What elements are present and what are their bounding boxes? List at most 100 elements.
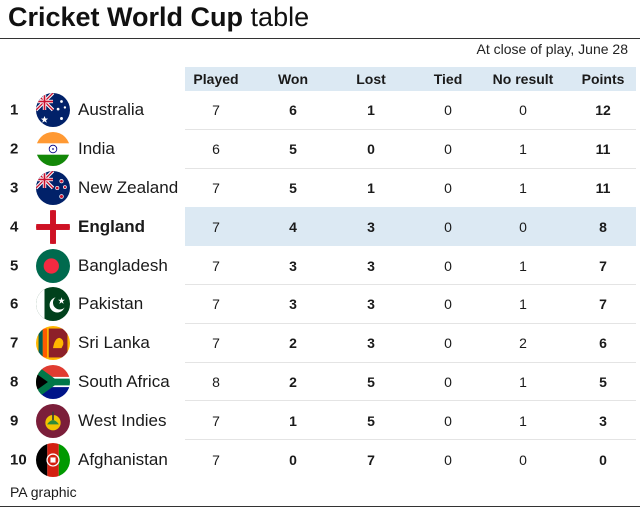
england-flag-icon [36, 209, 70, 244]
won-cell: 5 [289, 141, 297, 158]
rank: 6 [10, 295, 19, 313]
row-background [185, 207, 636, 247]
team-name: Afghanistan [78, 449, 168, 469]
page-title: Cricket World Cup table [8, 2, 309, 33]
rank: 9 [10, 412, 19, 430]
tied-cell: 0 [444, 335, 452, 352]
table-row: 4 England 7 4 3 0 0 8 [0, 207, 640, 247]
team-name: Bangladesh [78, 255, 168, 275]
lost-cell: 1 [367, 102, 375, 119]
title-bold: Cricket World Cup [8, 2, 244, 32]
bangladesh-flag-icon [36, 248, 70, 283]
table-row: 10 Afghanistan 7 0 7 0 0 0 [0, 440, 640, 479]
no-result-cell: 1 [519, 257, 527, 274]
played-cell: 7 [212, 412, 220, 429]
lost-cell: 5 [367, 373, 375, 390]
played-cell: 7 [212, 257, 220, 274]
west-indies-flag-icon [36, 403, 70, 438]
afghanistan-flag-icon [36, 442, 70, 477]
team-name: New Zealand [78, 177, 179, 197]
table-row: 6 Pakistan 7 3 3 0 1 7 [0, 285, 640, 324]
lost-cell: 3 [367, 257, 375, 274]
lost-cell: 0 [367, 141, 375, 158]
points-cell: 5 [599, 373, 607, 390]
team-name: Australia [78, 100, 145, 120]
top-divider [0, 38, 640, 39]
team-name: India [78, 139, 115, 159]
row-background [185, 363, 636, 402]
tied-cell: 0 [444, 179, 452, 196]
table-row: 2 India 6 5 0 0 1 11 [0, 130, 640, 169]
table-header: Played Won Lost Tied No result Points [185, 67, 636, 91]
tied-cell: 0 [444, 373, 452, 390]
team-name: South Africa [78, 371, 170, 391]
title-light: table [250, 2, 310, 32]
row-background [185, 91, 636, 130]
played-cell: 7 [212, 335, 220, 352]
lost-cell: 3 [367, 296, 375, 313]
rank: 5 [10, 257, 19, 275]
source-credit: PA graphic [10, 484, 77, 500]
subtitle: At close of play, June 28 [476, 41, 629, 57]
row-background [185, 401, 636, 440]
rank: 7 [10, 334, 19, 352]
table-row: 1 Australia 7 6 1 0 0 12 [0, 91, 640, 130]
won-cell: 3 [289, 296, 297, 313]
column-header-no-result: No result [492, 71, 554, 87]
lost-cell: 7 [367, 451, 375, 468]
won-cell: 1 [289, 412, 297, 429]
won-cell: 5 [289, 179, 297, 196]
row-background [185, 130, 636, 169]
tied-cell: 0 [444, 102, 452, 119]
rank: 2 [10, 140, 19, 158]
tied-cell: 0 [444, 141, 452, 158]
column-header-tied: Tied [433, 71, 463, 87]
column-header-played: Played [193, 71, 239, 87]
points-cell: 6 [599, 335, 607, 352]
row-divider [185, 128, 636, 130]
played-cell: 7 [212, 451, 220, 468]
sri-lanka-flag-icon [36, 326, 70, 361]
rank: 4 [10, 218, 19, 236]
pakistan-flag-icon [36, 287, 70, 322]
played-cell: 6 [212, 141, 220, 158]
table-row: 8 South Africa 8 2 5 0 1 5 [0, 363, 640, 402]
no-result-cell: 1 [519, 296, 527, 313]
team-name: Pakistan [78, 294, 144, 314]
row-background [185, 440, 636, 479]
points-cell: 12 [595, 102, 611, 119]
tied-cell: 0 [444, 257, 452, 274]
india-flag-icon [36, 132, 70, 167]
played-cell: 7 [212, 296, 220, 313]
points-cell: 7 [599, 296, 607, 313]
points-cell: 11 [595, 141, 611, 158]
points-cell: 0 [599, 451, 607, 468]
bottom-divider [0, 506, 640, 507]
row-divider [185, 322, 636, 324]
points-cell: 3 [599, 412, 607, 429]
no-result-cell: 2 [519, 335, 527, 352]
row-background [185, 246, 636, 285]
lost-cell: 5 [367, 412, 375, 429]
row-divider [185, 361, 636, 363]
row-background [185, 324, 636, 363]
won-cell: 6 [289, 102, 297, 119]
australia-flag-icon [36, 93, 70, 128]
no-result-cell: 0 [519, 451, 527, 468]
no-result-cell: 0 [519, 218, 527, 235]
points-cell: 11 [595, 179, 611, 196]
table-row: 9 West Indies 7 1 5 0 1 3 [0, 401, 640, 441]
column-header-points: Points [581, 71, 625, 87]
played-cell: 7 [212, 179, 220, 196]
lost-cell: 3 [367, 335, 375, 352]
lost-cell: 3 [367, 218, 375, 235]
team-name: England [78, 216, 146, 236]
won-cell: 4 [289, 218, 297, 235]
row-divider [185, 439, 636, 441]
column-header-lost: Lost [356, 71, 386, 87]
rank: 8 [10, 373, 19, 391]
row-background [185, 285, 636, 324]
won-cell: 2 [289, 335, 297, 352]
points-cell: 7 [599, 257, 607, 274]
team-name: Sri Lanka [78, 333, 150, 353]
